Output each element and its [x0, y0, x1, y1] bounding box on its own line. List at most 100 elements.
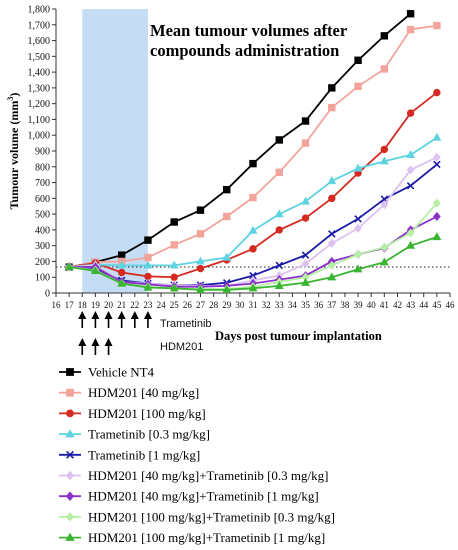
x-tick-label: 24: [157, 300, 167, 310]
x-tick-label: 27: [196, 300, 206, 310]
dosing-arrow-head: [78, 338, 87, 346]
series-hdm201-100-mg-kg-trametinib-1-mg-kg: [64, 232, 442, 293]
legend-label: HDM201 [100 mg/kg]: [88, 406, 206, 421]
y-tick-label: 1,300: [28, 83, 51, 94]
data-point: [275, 226, 283, 234]
y-tick-label: 600: [35, 194, 50, 205]
data-point: [143, 282, 153, 291]
y-label-end: ): [7, 93, 21, 97]
data-point: [196, 264, 205, 273]
data-point: [354, 56, 362, 64]
y-label-text: Tumour volume (mm: [7, 101, 21, 210]
y-axis: 0 100 200 300 400 500 600 700 800 900 1,000 1,100 1,…: [28, 5, 57, 300]
x-tick-label: 29: [222, 300, 232, 310]
legend-item: HDM201 [40 mg/kg]+Trametinib [0.3 mg/kg]: [59, 468, 328, 483]
legend-item: HDM201 [100 mg/kg]+Trametinib [0.3 mg/kg…: [59, 509, 335, 524]
data-point: [196, 256, 205, 265]
data-point: [379, 156, 389, 165]
data-point: [328, 194, 336, 203]
data-point: [222, 285, 232, 293]
data-point: [301, 139, 310, 147]
legend-label: Vehicle NT4: [88, 365, 155, 380]
data-point: [327, 260, 336, 270]
x-tick-label: 33: [275, 300, 285, 310]
data-point: [66, 388, 74, 397]
data-point: [66, 450, 74, 459]
x-tick-label: 38: [340, 300, 350, 310]
data-point: [380, 32, 389, 40]
x-tick-label: 37: [327, 300, 337, 310]
data-point: [301, 277, 310, 286]
data-point: [143, 260, 153, 269]
data-point: [406, 150, 416, 159]
dosing-arrow-head: [91, 311, 100, 319]
series-line: [68, 13, 412, 268]
data-point: [328, 84, 336, 92]
data-point: [117, 278, 127, 287]
data-point: [301, 196, 310, 205]
y-axis-label: Tumour volume (mm3): [6, 93, 21, 210]
y-tick-label: 300: [35, 241, 50, 252]
data-point: [433, 21, 441, 30]
y-tick-label: 1,200: [28, 99, 51, 110]
data-point: [65, 470, 75, 481]
data-point: [170, 273, 178, 281]
data-point: [169, 260, 179, 269]
legend-item: HDM201 [100 mg/kg]+Trametinib [1 mg/kg]: [59, 530, 325, 545]
data-point: [406, 10, 415, 18]
legend-item: Trametinib [0.3 mg/kg]: [59, 427, 210, 442]
dosing-label: Trametinib: [160, 318, 212, 330]
data-point: [117, 251, 126, 259]
dosing-arrow-head: [104, 311, 113, 319]
data-point: [274, 209, 284, 218]
dosing-arrow-head: [104, 338, 113, 346]
legend-label: HDM201 [100 mg/kg]+Trametinib [1 mg/kg]: [88, 530, 325, 545]
x-tick-label: 43: [406, 300, 416, 310]
data-point: [196, 285, 205, 293]
data-point: [275, 261, 284, 270]
data-point: [275, 136, 283, 144]
data-point: [380, 145, 389, 154]
dosing-arrow-head: [130, 311, 139, 319]
data-point: [65, 491, 75, 501]
data-point: [66, 409, 74, 418]
data-point: [406, 109, 415, 117]
data-point: [406, 165, 415, 175]
series-hdm201-100-mg-kg: [65, 88, 441, 281]
data-point: [65, 532, 75, 541]
data-point: [433, 211, 441, 222]
x-tick-label: 41: [380, 300, 389, 310]
data-point: [144, 272, 152, 281]
data-point: [274, 281, 284, 289]
y-tick-label: 1,400: [28, 68, 51, 79]
y-tick-label: 1,500: [28, 52, 51, 63]
data-point: [170, 218, 178, 226]
x-tick-label: 32: [262, 300, 271, 310]
data-point: [223, 212, 231, 221]
data-point: [328, 103, 336, 112]
data-point: [406, 228, 415, 238]
y-tick-label: 800: [35, 162, 50, 173]
data-point: [433, 198, 441, 208]
dosing-row-trametinib: Trametinib: [78, 311, 212, 330]
data-point: [65, 429, 75, 438]
data-point: [170, 241, 178, 249]
y-tick-label: 200: [35, 257, 50, 268]
legend-label: Trametinib [0.3 mg/kg]: [88, 427, 210, 442]
data-point: [327, 176, 337, 185]
data-point: [65, 512, 75, 522]
data-point: [354, 215, 362, 223]
legend-item: Trametinib [1 mg/kg]: [59, 447, 200, 462]
data-point: [432, 232, 442, 241]
dosing-arrow-head: [78, 311, 87, 319]
data-point: [301, 259, 310, 269]
data-point: [353, 264, 363, 273]
x-tick-label: 28: [209, 300, 219, 310]
legend-item: HDM201 [100 mg/kg]: [59, 406, 206, 421]
x-axis: 16 17 18 19 20 21 22 23 24 25 26 27 28 29 30 31 32 33 34 35…: [52, 292, 455, 310]
data-point: [328, 230, 336, 238]
data-point: [327, 272, 337, 281]
dosing-arrow-head: [91, 338, 100, 346]
data-point: [275, 168, 283, 177]
x-tick-label: 44: [419, 300, 429, 310]
